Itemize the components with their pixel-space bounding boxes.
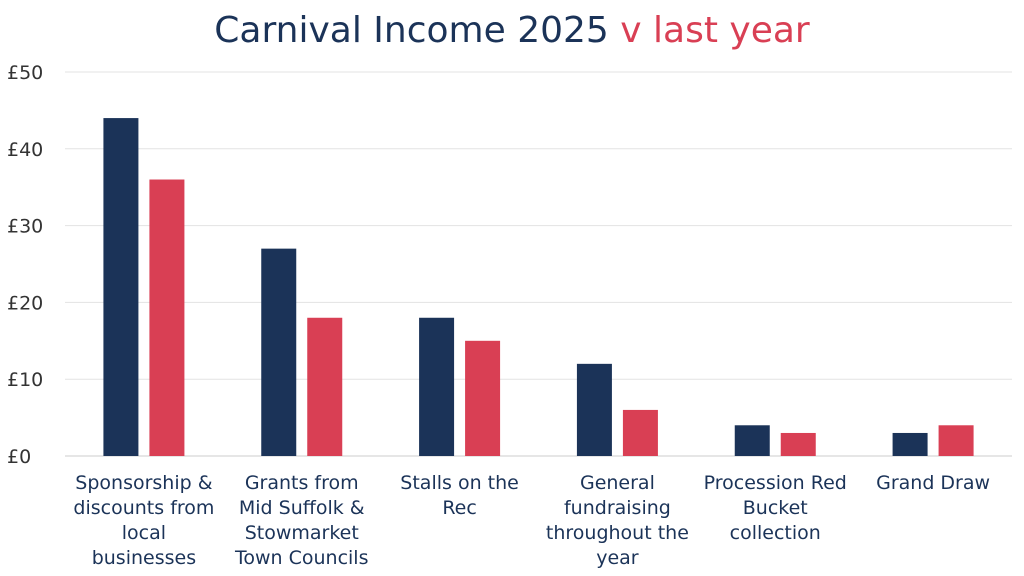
y-tick-label: £20: [7, 292, 43, 314]
bar-last-year: [149, 179, 185, 456]
x-category-label: Grand Draw: [876, 472, 990, 494]
y-tick-label: £10: [7, 369, 43, 391]
chart-title-main: Carnival Income 2025: [214, 10, 609, 51]
x-category-label: Procession Red Bucket collection: [704, 472, 847, 544]
bar-last-year: [622, 409, 658, 456]
bar-last-year: [465, 340, 501, 456]
y-tick-label: £0: [7, 446, 31, 468]
bar-this-year: [576, 363, 612, 456]
bar-last-year: [780, 432, 816, 456]
bar-last-year: [938, 425, 974, 456]
bar-this-year: [419, 317, 455, 456]
chart-title: Carnival Income 2025 v last year: [0, 8, 1024, 54]
y-tick-label: £50: [7, 62, 43, 84]
chart-title-highlight: v last year: [620, 10, 810, 51]
bar-this-year: [892, 432, 928, 456]
x-category-label: General fundraising throughout the year: [546, 472, 689, 569]
x-category-label: Stalls on the Rec: [400, 472, 519, 519]
bar-this-year: [261, 248, 297, 456]
y-tick-label: £30: [7, 216, 43, 238]
bar-this-year: [103, 118, 139, 456]
bar-this-year: [734, 425, 770, 456]
x-category-label: Grants from Mid Suffolk & Stowmarket Town C…: [234, 472, 369, 569]
x-category-label: Sponsorship & discounts from local business…: [73, 472, 214, 569]
bar-last-year: [307, 317, 343, 456]
y-tick-label: £40: [7, 139, 43, 161]
